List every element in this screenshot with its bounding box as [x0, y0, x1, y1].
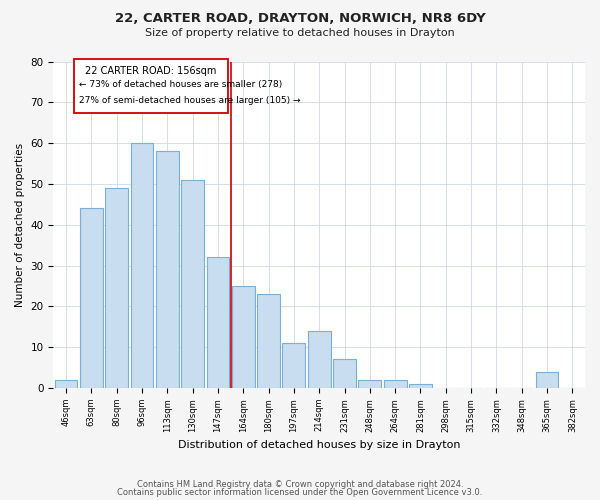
Text: Contains public sector information licensed under the Open Government Licence v3: Contains public sector information licen… — [118, 488, 482, 497]
Text: 22 CARTER ROAD: 156sqm: 22 CARTER ROAD: 156sqm — [85, 66, 217, 76]
Bar — [358, 380, 381, 388]
Text: 27% of semi-detached houses are larger (105) →: 27% of semi-detached houses are larger (… — [79, 96, 300, 105]
Text: 22, CARTER ROAD, DRAYTON, NORWICH, NR8 6DY: 22, CARTER ROAD, DRAYTON, NORWICH, NR8 6… — [115, 12, 485, 26]
Bar — [308, 331, 331, 388]
Bar — [283, 343, 305, 388]
Y-axis label: Number of detached properties: Number of detached properties — [15, 142, 25, 307]
Bar — [206, 258, 229, 388]
Text: ← 73% of detached houses are smaller (278): ← 73% of detached houses are smaller (27… — [79, 80, 282, 89]
Bar — [80, 208, 103, 388]
Bar — [156, 152, 179, 388]
Text: Size of property relative to detached houses in Drayton: Size of property relative to detached ho… — [145, 28, 455, 38]
Bar — [384, 380, 407, 388]
Bar — [131, 143, 154, 388]
Bar — [55, 380, 77, 388]
Bar — [232, 286, 254, 388]
Text: Contains HM Land Registry data © Crown copyright and database right 2024.: Contains HM Land Registry data © Crown c… — [137, 480, 463, 489]
Bar — [536, 372, 559, 388]
Bar — [181, 180, 204, 388]
Bar — [257, 294, 280, 388]
X-axis label: Distribution of detached houses by size in Drayton: Distribution of detached houses by size … — [178, 440, 460, 450]
Bar — [105, 188, 128, 388]
Bar — [409, 384, 432, 388]
FancyBboxPatch shape — [74, 60, 228, 112]
Bar — [333, 360, 356, 388]
